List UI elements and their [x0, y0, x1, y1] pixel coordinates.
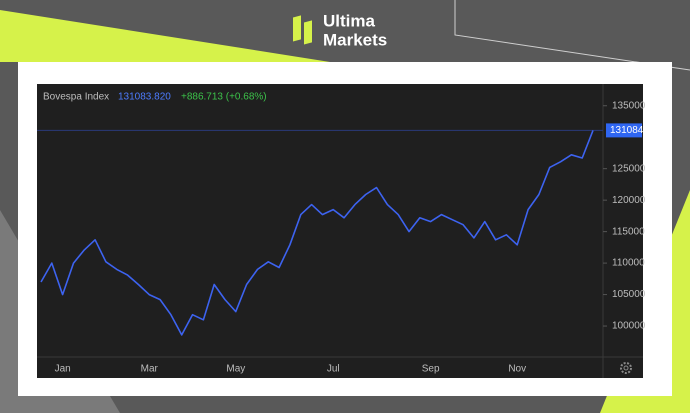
- last-value-label: 131084: [610, 125, 644, 136]
- logo: Ultima Markets: [293, 11, 387, 49]
- logo-mark: [293, 15, 301, 42]
- y-tick-label: 100000: [612, 321, 646, 332]
- y-tick-label: 110000: [612, 258, 645, 269]
- chart-title: Bovespa Index: [43, 92, 109, 103]
- last-value-tag: [606, 123, 642, 138]
- settings-icon[interactable]: [620, 362, 632, 374]
- y-tick-label: 125000: [612, 163, 646, 174]
- brand: Ultima: [323, 11, 376, 30]
- y-tick-label: 135000: [612, 100, 646, 111]
- change: +886.713 (+0.68%): [181, 92, 267, 103]
- x-tick-label: Sep: [422, 364, 440, 375]
- x-tick-label: Jan: [55, 364, 71, 375]
- brand: Markets: [323, 30, 387, 49]
- gear: [620, 362, 632, 374]
- y-tick-label: 115000: [612, 226, 645, 237]
- x-tick-label: Mar: [141, 364, 159, 375]
- deco: [0, 10, 330, 62]
- x-tick-label: May: [226, 364, 245, 375]
- gear: [623, 365, 629, 371]
- y-tick-label: 120000: [612, 195, 646, 206]
- x-tick-label: Nov: [508, 364, 526, 375]
- last-price: 131083.820: [118, 92, 171, 103]
- chart-panel: [37, 84, 643, 378]
- x-tick-label: Jul: [327, 364, 340, 375]
- y-tick-label: 105000: [612, 289, 646, 300]
- deco: [454, 0, 690, 71]
- logo-mark: [304, 20, 312, 45]
- line: [40, 130, 594, 336]
